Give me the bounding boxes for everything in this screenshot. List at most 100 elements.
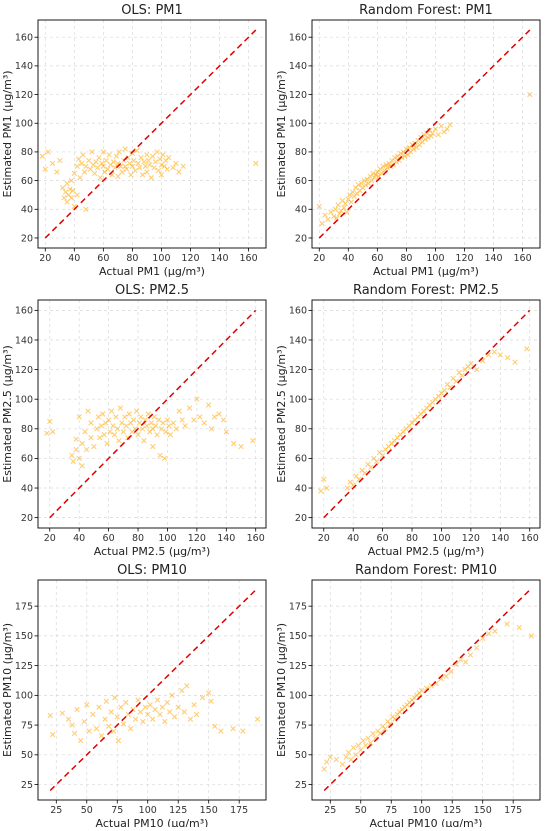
identity-reference-line (323, 309, 531, 519)
data-point (135, 697, 141, 703)
y-tick-label: 160 (289, 33, 307, 44)
data-point (344, 485, 350, 491)
data-point (161, 455, 168, 462)
y-tick-label: 100 (289, 394, 307, 405)
y-tick-label: 80 (295, 147, 307, 158)
data-point (74, 163, 80, 169)
data-point (123, 166, 130, 172)
x-tick-label: 80 (132, 533, 144, 544)
data-point (184, 683, 190, 689)
data-point (85, 408, 91, 414)
data-point (145, 411, 152, 417)
data-point (119, 420, 125, 426)
data-point (101, 432, 107, 438)
x-tick-label: 120 (188, 533, 206, 544)
data-point (141, 159, 147, 165)
x-axis-label: Actual PM10 (μg/m³) (370, 817, 483, 827)
x-tick-label: 80 (400, 253, 412, 264)
x-tick-label: 75 (111, 805, 123, 816)
y-axis-label: Estimated PM2.5 (μg/m³) (275, 345, 288, 483)
plot-frame (311, 19, 541, 249)
data-point (223, 429, 229, 435)
y-tick-label: 100 (289, 119, 307, 130)
data-point (368, 464, 374, 470)
data-point (119, 169, 125, 175)
x-tick-label: 100 (139, 805, 157, 816)
x-axis-label: Actual PM10 (μg/m³) (96, 817, 209, 827)
identity-reference-line (323, 587, 532, 792)
data-point (75, 156, 82, 162)
y-tick-label: 40 (21, 205, 33, 216)
data-point (111, 432, 118, 438)
data-point (166, 154, 172, 161)
x-tick-label: 40 (73, 533, 85, 544)
data-point (459, 372, 465, 379)
x-tick-label: 160 (240, 253, 258, 264)
data-point (135, 432, 141, 438)
data-point (327, 754, 333, 760)
data-point (76, 455, 82, 462)
data-point (100, 163, 107, 169)
data-point (141, 437, 147, 444)
x-tick-label: 80 (126, 253, 138, 264)
data-point (44, 430, 50, 436)
x-tick-label: 80 (406, 533, 418, 544)
data-point (130, 417, 137, 423)
data-point (194, 396, 200, 402)
data-point (96, 704, 102, 710)
data-point (83, 206, 89, 212)
data-point (155, 167, 162, 174)
data-point (96, 154, 102, 161)
data-point (419, 687, 425, 694)
data-point (208, 426, 215, 432)
data-point (333, 215, 340, 221)
data-point (383, 162, 389, 168)
data-point (512, 359, 518, 365)
data-point (428, 133, 434, 139)
data-point (81, 169, 88, 175)
data-point (105, 417, 112, 423)
data-point (193, 711, 200, 718)
data-point (76, 414, 82, 420)
x-tick-label: 140 (484, 253, 502, 264)
x-tick-label: 40 (68, 253, 80, 264)
data-point (492, 628, 498, 634)
y-tick-label: 50 (295, 750, 307, 761)
data-point (370, 730, 376, 737)
data-point (128, 172, 134, 178)
data-point (125, 154, 131, 161)
data-point (142, 163, 149, 169)
subplot-title: OLS: PM10 (117, 563, 187, 578)
x-axis-label: Actual PM1 (μg/m³) (99, 265, 205, 278)
x-tick-label: 120 (455, 253, 473, 264)
data-point (152, 706, 158, 713)
y-tick-label: 140 (15, 335, 33, 346)
data-point (127, 725, 134, 732)
data-point (410, 146, 417, 152)
data-point (355, 742, 362, 748)
data-point (88, 420, 94, 426)
y-tick-label: 80 (21, 147, 33, 158)
data-point (104, 440, 110, 447)
data-point (47, 712, 53, 719)
data-point (39, 153, 46, 159)
data-point (238, 443, 244, 450)
data-point (78, 160, 85, 167)
x-tick-label: 100 (152, 253, 170, 264)
y-tick-label: 60 (21, 176, 33, 187)
identity-reference-line (49, 309, 257, 519)
data-point (116, 149, 123, 155)
data-point (122, 163, 128, 169)
data-point (331, 213, 337, 220)
data-point (524, 346, 530, 352)
plot-frame (311, 299, 541, 529)
plot-frame (37, 299, 267, 529)
data-point (108, 709, 114, 715)
x-tick-label: 140 (217, 533, 235, 544)
subplot-title: OLS: PM2.5 (115, 283, 189, 298)
data-point (70, 458, 76, 465)
data-point (319, 220, 325, 227)
data-point (373, 172, 379, 178)
subplot-2: 20 40 60 80 100 120 140 160 20 40 60 80 100 120 140 160… (275, 3, 541, 278)
data-point (123, 423, 129, 429)
